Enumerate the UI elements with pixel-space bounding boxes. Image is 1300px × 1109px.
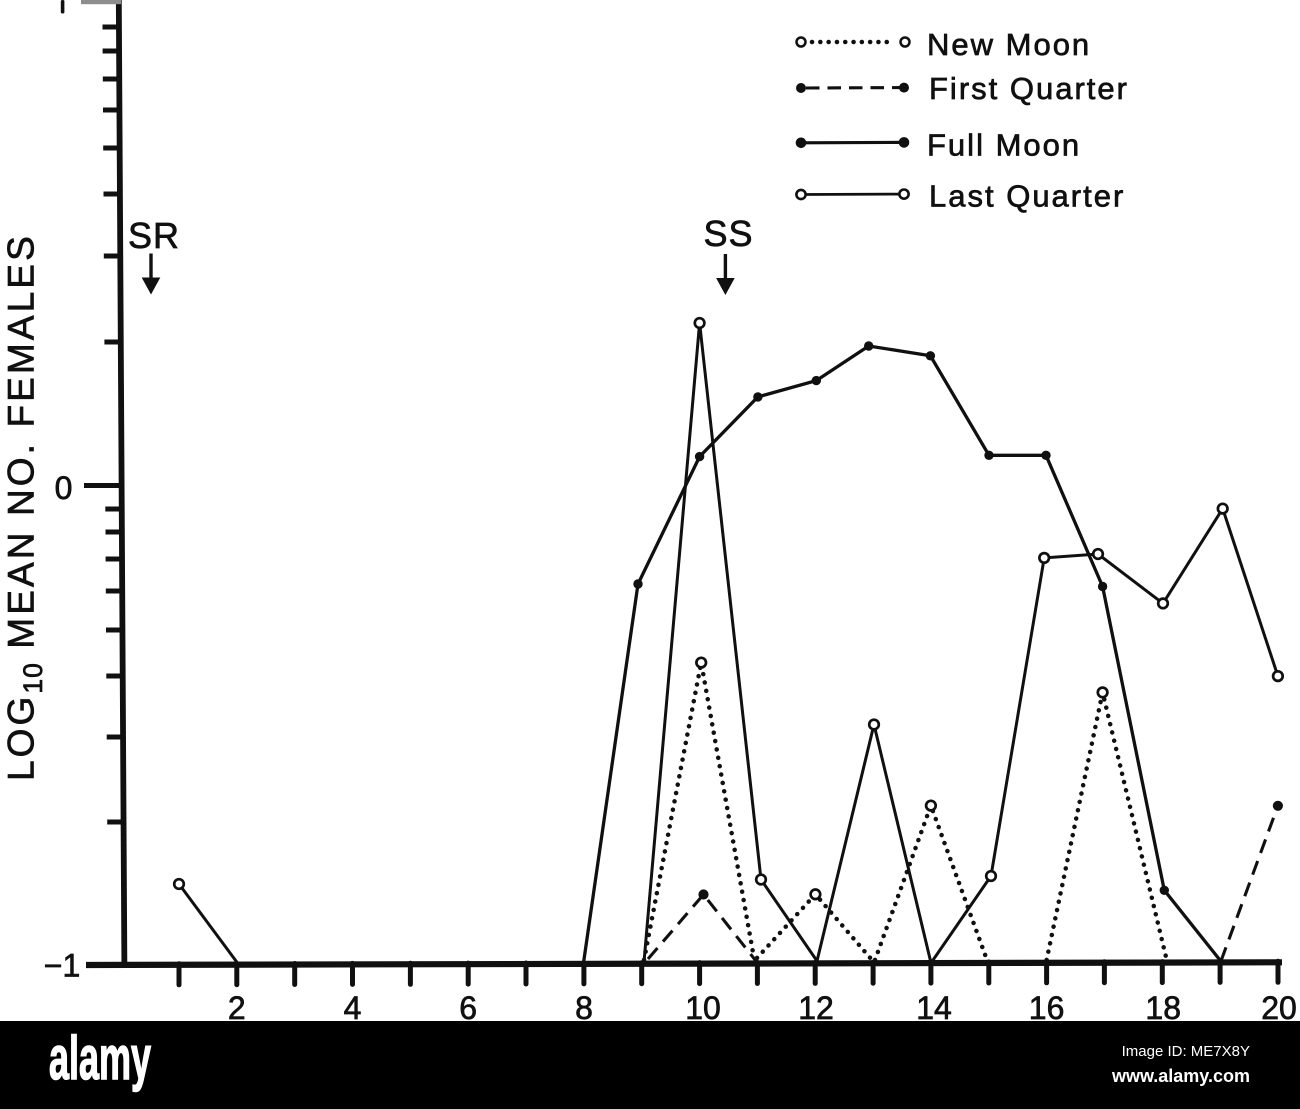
svg-text:SR: SR bbox=[128, 215, 180, 256]
svg-text:4: 4 bbox=[344, 990, 362, 1026]
svg-text:0: 0 bbox=[55, 470, 73, 506]
svg-text:18: 18 bbox=[1145, 990, 1181, 1026]
svg-text:12: 12 bbox=[798, 990, 834, 1026]
svg-text:www.alamy.com: www.alamy.com bbox=[1111, 1066, 1250, 1086]
svg-text:−1: −1 bbox=[44, 948, 80, 984]
svg-text:6: 6 bbox=[459, 990, 477, 1026]
svg-text:First Quarter: First Quarter bbox=[929, 71, 1129, 106]
svg-text:SS: SS bbox=[704, 213, 754, 254]
svg-text:8: 8 bbox=[575, 990, 593, 1026]
svg-text:16: 16 bbox=[1029, 990, 1065, 1026]
svg-text:20: 20 bbox=[1261, 990, 1297, 1026]
svg-text:LOG10 MEAN NO. FEMALES: LOG10 MEAN NO. FEMALES bbox=[1, 233, 49, 781]
svg-text:Full Moon: Full Moon bbox=[927, 128, 1081, 163]
svg-text:2: 2 bbox=[228, 990, 246, 1026]
svg-text:alamy: alamy bbox=[49, 1024, 151, 1092]
svg-text:10: 10 bbox=[685, 990, 721, 1026]
svg-text:New Moon: New Moon bbox=[927, 27, 1091, 62]
svg-text:14: 14 bbox=[916, 990, 952, 1026]
svg-text:Last Quarter: Last Quarter bbox=[929, 179, 1125, 214]
svg-text:Image ID: ME7X8Y: Image ID: ME7X8Y bbox=[1122, 1043, 1250, 1060]
